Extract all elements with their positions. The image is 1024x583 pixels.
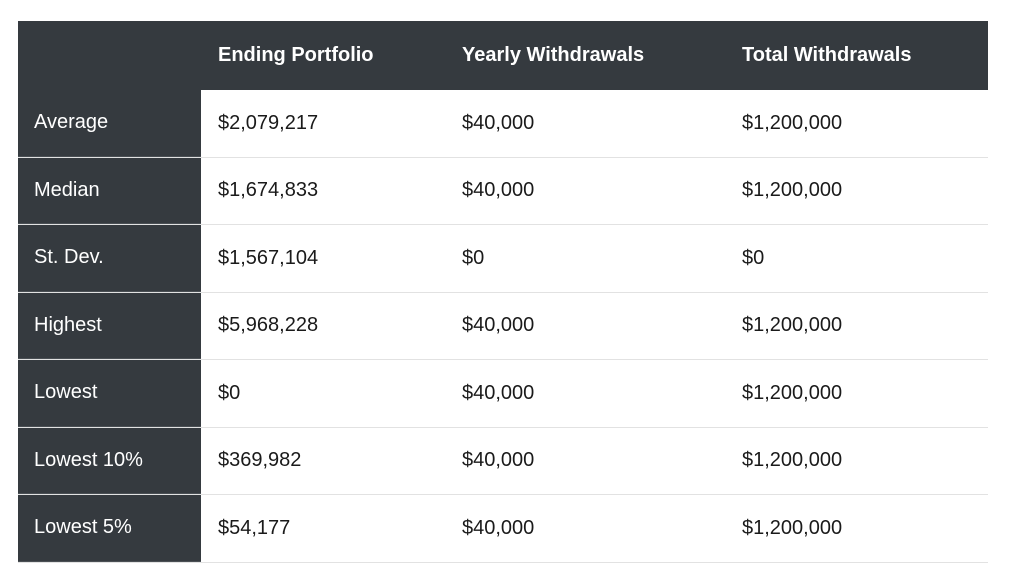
table-row: Median $1,674,833 $40,000 $1,200,000 xyxy=(18,157,988,225)
table-row: Lowest 10% $369,982 $40,000 $1,200,000 xyxy=(18,427,988,495)
ending-portfolio-cell: $1,674,833 xyxy=(218,179,319,202)
header-ending-portfolio: Ending Portfolio xyxy=(218,44,374,66)
table-header-row: Ending Portfolio Yearly Withdrawals Tota… xyxy=(18,21,988,90)
header-corner-cell xyxy=(18,21,201,90)
header-yearly-withdrawals: Yearly Withdrawals xyxy=(462,44,645,66)
row-label: Highest xyxy=(18,292,201,359)
ending-portfolio-cell: $2,079,217 xyxy=(218,111,319,134)
total-withdrawals-cell: $1,200,000 xyxy=(742,111,843,134)
total-withdrawals-cell: $1,200,000 xyxy=(742,449,843,472)
total-withdrawals-cell: $0 xyxy=(742,246,765,269)
yearly-withdrawals-cell: $40,000 xyxy=(462,516,535,539)
yearly-withdrawals-cell: $40,000 xyxy=(462,449,535,472)
table-row: Average $2,079,217 $40,000 $1,200,000 xyxy=(18,90,988,158)
row-label: Lowest 10% xyxy=(18,427,201,494)
total-withdrawals-cell: $1,200,000 xyxy=(742,314,843,337)
total-withdrawals-cell: $1,200,000 xyxy=(742,179,843,202)
ending-portfolio-cell: $0 xyxy=(218,381,241,404)
total-withdrawals-cell: $1,200,000 xyxy=(742,381,843,404)
row-label: Average xyxy=(18,90,201,157)
row-label: St. Dev. xyxy=(18,225,201,292)
yearly-withdrawals-cell: $40,000 xyxy=(462,381,535,404)
ending-portfolio-cell: $54,177 xyxy=(218,516,291,539)
table-row: Lowest $0 $40,000 $1,200,000 xyxy=(18,360,988,428)
table-row: Lowest 5% $54,177 $40,000 $1,200,000 xyxy=(18,495,988,563)
yearly-withdrawals-cell: $40,000 xyxy=(462,314,535,337)
header-total-withdrawals: Total Withdrawals xyxy=(742,44,912,66)
withdrawal-stats-table: Ending Portfolio Yearly Withdrawals Tota… xyxy=(18,21,988,563)
row-label: Lowest 5% xyxy=(18,495,201,562)
table-row: Highest $5,968,228 $40,000 $1,200,000 xyxy=(18,292,988,360)
yearly-withdrawals-cell: $0 xyxy=(462,246,485,269)
yearly-withdrawals-cell: $40,000 xyxy=(462,179,535,202)
ending-portfolio-cell: $369,982 xyxy=(218,449,302,472)
yearly-withdrawals-cell: $40,000 xyxy=(462,111,535,134)
total-withdrawals-cell: $1,200,000 xyxy=(742,516,843,539)
row-label: Median xyxy=(18,157,201,224)
ending-portfolio-cell: $1,567,104 xyxy=(218,246,319,269)
ending-portfolio-cell: $5,968,228 xyxy=(218,314,319,337)
table-row: St. Dev. $1,567,104 $0 $0 xyxy=(18,225,988,293)
row-label: Lowest xyxy=(18,360,201,427)
